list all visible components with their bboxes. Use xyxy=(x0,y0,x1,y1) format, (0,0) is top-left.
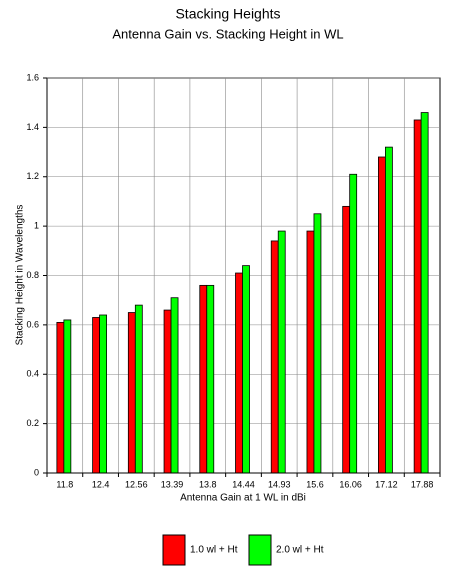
y-tick-label: 0 xyxy=(34,467,39,477)
x-tick-label: 15.6 xyxy=(306,479,324,489)
bar xyxy=(420,112,429,474)
x-tick-label: 12.4 xyxy=(92,479,110,489)
bar xyxy=(56,322,65,474)
legend-swatch xyxy=(248,534,272,566)
bar xyxy=(170,297,179,474)
bar xyxy=(413,119,422,474)
x-tick-label: 13.8 xyxy=(199,479,217,489)
bar xyxy=(92,317,100,474)
x-tick-label: 13.39 xyxy=(161,479,184,489)
bar xyxy=(242,265,250,474)
bar xyxy=(99,314,107,474)
bar xyxy=(385,146,393,474)
bar xyxy=(163,309,172,474)
x-tick-label: 14.93 xyxy=(268,479,291,489)
bar xyxy=(63,319,72,474)
y-tick-label: 0.8 xyxy=(26,270,39,280)
bar xyxy=(342,205,351,474)
bar xyxy=(349,173,358,474)
legend-swatch xyxy=(162,534,186,566)
bar xyxy=(313,213,322,474)
bar xyxy=(306,230,315,474)
y-tick-label: 1.4 xyxy=(26,122,39,132)
x-tick-label: 14.44 xyxy=(232,479,255,489)
chart-subtitle: Antenna Gain vs. Stacking Height in WL xyxy=(112,26,343,41)
y-tick-label: 1 xyxy=(34,221,39,231)
x-tick-label: 17.12 xyxy=(375,479,398,489)
chart-title: Stacking Heights xyxy=(175,6,280,22)
x-tick-label: 11.8 xyxy=(56,479,73,489)
bar xyxy=(378,156,386,474)
bar xyxy=(199,284,208,474)
bar xyxy=(235,272,243,474)
x-tick-label: 17.88 xyxy=(411,479,434,489)
x-tick-label: 12.56 xyxy=(125,479,148,489)
y-tick-label: 1.6 xyxy=(26,72,39,82)
y-tick-label: 0.4 xyxy=(26,369,39,379)
x-tick-label: 16.06 xyxy=(339,479,362,489)
y-tick-label: 0.2 xyxy=(26,418,39,428)
legend-label: 1.0 wl + Ht xyxy=(190,545,238,556)
legend-label: 2.0 wl + Ht xyxy=(276,545,324,556)
bar xyxy=(134,304,143,474)
x-axis-label: Antenna Gain at 1 WL in dBi xyxy=(180,493,306,504)
y-tick-label: 1.2 xyxy=(26,171,39,181)
bar xyxy=(127,312,136,474)
bar xyxy=(206,284,215,474)
bar xyxy=(277,230,286,474)
y-tick-label: 0.6 xyxy=(26,319,39,329)
bar xyxy=(270,240,279,474)
y-axis-label: Stacking Height in Wavelengths xyxy=(15,205,26,346)
